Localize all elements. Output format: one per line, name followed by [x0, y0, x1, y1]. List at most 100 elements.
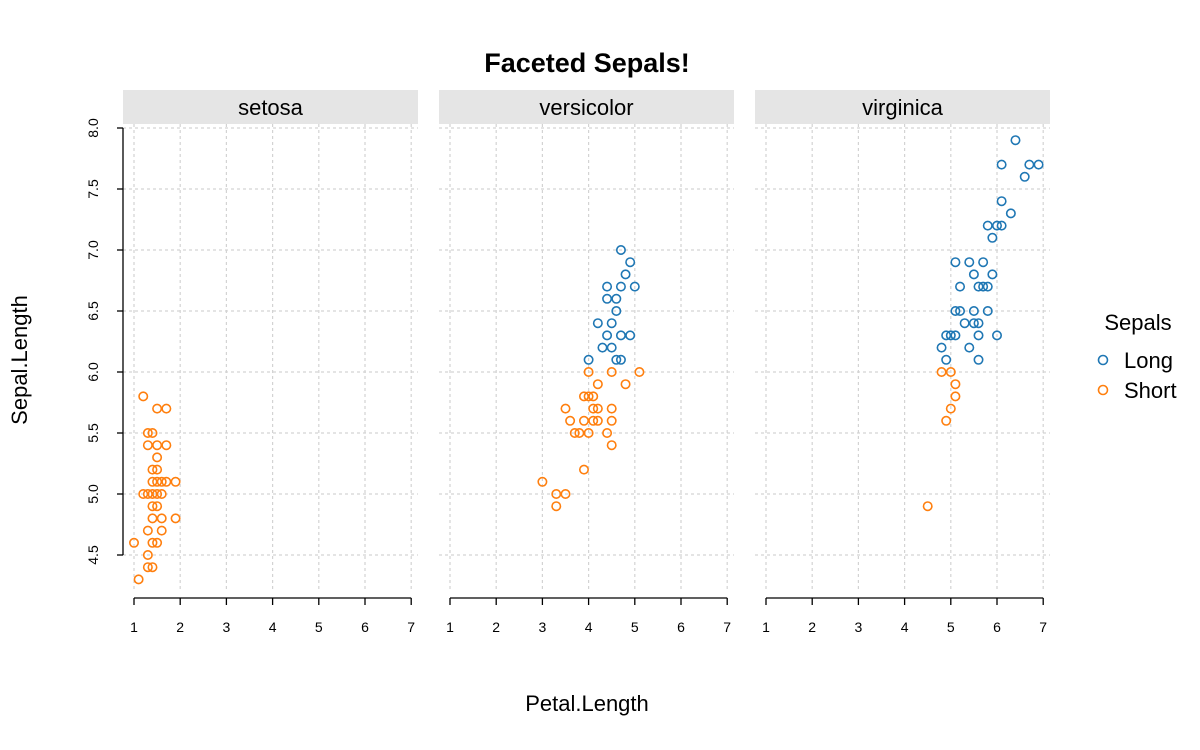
y-tick-label: 7.0	[85, 240, 101, 260]
data-point-short	[152, 452, 163, 463]
facet-strip-label: virginica	[862, 95, 943, 120]
y-axis-title: Sepal.Length	[7, 295, 32, 425]
data-point-short	[583, 366, 594, 377]
y-tick-label: 5.5	[85, 423, 101, 443]
data-point-short	[170, 513, 181, 524]
data-point-long	[950, 257, 961, 268]
data-point-short	[606, 415, 617, 426]
data-point-long	[973, 354, 984, 365]
data-point-long	[602, 330, 613, 341]
data-point-short	[152, 440, 163, 451]
data-point-long	[955, 305, 966, 316]
data-point-short	[578, 415, 589, 426]
data-point-long	[973, 318, 984, 329]
data-point-short	[588, 403, 599, 414]
data-point-long	[945, 330, 956, 341]
data-point-short	[147, 464, 158, 475]
data-point-long	[1005, 208, 1016, 219]
data-point-long	[625, 330, 636, 341]
data-point-long	[968, 318, 979, 329]
data-point-long	[959, 318, 970, 329]
data-point-long	[602, 281, 613, 292]
data-point-long	[936, 342, 947, 353]
data-point-short	[592, 415, 603, 426]
data-point-short	[583, 391, 594, 402]
facet-strip-label: versicolor	[539, 95, 633, 120]
data-point-short	[936, 366, 947, 377]
data-point-long	[950, 305, 961, 316]
facet-panel-virginica: virginica 1 2 3 4 5 6 7	[755, 90, 1050, 635]
data-point-long	[991, 330, 1002, 341]
x-tick-label: 4	[901, 619, 909, 635]
x-tick-label: 7	[407, 619, 415, 635]
data-point-short	[129, 537, 140, 548]
data-point-long	[982, 281, 993, 292]
x-tick-label: 7	[1039, 619, 1047, 635]
data-point-long	[606, 342, 617, 353]
data-point-long	[597, 342, 608, 353]
data-point-long	[964, 257, 975, 268]
data-point-short	[156, 476, 167, 487]
data-point-short	[161, 403, 172, 414]
data-point-short	[156, 488, 167, 499]
data-point-long	[991, 220, 1002, 231]
facet-panel-versicolor: versicolor 1 2 3 4 5 6 7	[439, 90, 734, 635]
data-point-short	[578, 391, 589, 402]
data-point-long	[615, 245, 626, 256]
x-tick-label: 2	[492, 619, 500, 635]
y-tick-label: 4.5	[85, 545, 101, 565]
data-point-long	[1024, 159, 1035, 170]
data-point-short	[147, 562, 158, 573]
data-point-long	[1019, 171, 1030, 182]
x-tick-label: 2	[808, 619, 816, 635]
data-point-long	[941, 330, 952, 341]
data-point-short	[634, 366, 645, 377]
x-tick-label: 6	[677, 619, 685, 635]
legend-marker-long	[1097, 354, 1109, 366]
legend-marker-short	[1097, 384, 1109, 396]
data-point-long	[968, 269, 979, 280]
facet-strip-label: setosa	[238, 95, 304, 120]
data-point-short	[560, 488, 571, 499]
data-point-short	[551, 501, 562, 512]
x-tick-label: 3	[223, 619, 231, 635]
data-point-short	[537, 476, 548, 487]
facet-panels: setosa 1 2 3 4 5 6 7 4.5 5.0 5.5 6.0 6.5 7.0 7.5 8.0 ver…	[85, 90, 1050, 635]
data-point-short	[588, 415, 599, 426]
data-point-short	[592, 403, 603, 414]
facet-strip	[439, 90, 734, 124]
data-point-long	[592, 318, 603, 329]
data-point-long	[973, 281, 984, 292]
data-point-short	[147, 501, 158, 512]
data-point-short	[152, 476, 163, 487]
data-point-long	[611, 305, 622, 316]
data-point-long	[987, 269, 998, 280]
data-point-short	[152, 488, 163, 499]
y-tick-label: 8.0	[85, 118, 101, 138]
data-point-short	[152, 501, 163, 512]
y-tick-label: 6.0	[85, 362, 101, 382]
data-point-short	[152, 403, 163, 414]
data-point-long	[615, 281, 626, 292]
x-tick-label: 1	[762, 619, 770, 635]
facet-strip	[755, 90, 1050, 124]
x-tick-label: 7	[723, 619, 731, 635]
x-tick-label: 4	[585, 619, 593, 635]
data-point-short	[602, 427, 613, 438]
data-point-short	[560, 403, 571, 414]
data-point-short	[950, 379, 961, 390]
facet-strip	[123, 90, 418, 124]
data-point-long	[602, 293, 613, 304]
legend-title: Sepals	[1104, 310, 1171, 335]
x-tick-label: 6	[361, 619, 369, 635]
data-point-short	[941, 415, 952, 426]
x-tick-label: 3	[855, 619, 863, 635]
legend-label-short: Short	[1124, 378, 1177, 403]
data-point-short	[138, 391, 149, 402]
data-point-short	[945, 403, 956, 414]
data-point-long	[987, 232, 998, 243]
y-tick-label: 7.5	[85, 179, 101, 199]
data-point-short	[147, 513, 158, 524]
data-point-short	[950, 391, 961, 402]
data-point-long	[996, 196, 1007, 207]
